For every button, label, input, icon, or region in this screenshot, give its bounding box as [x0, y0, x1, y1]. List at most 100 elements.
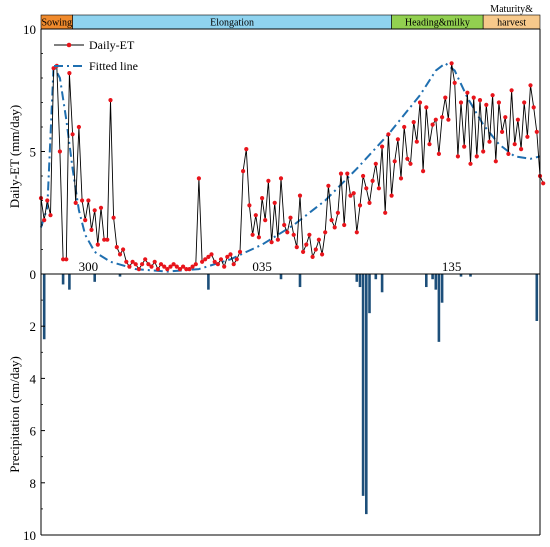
- daily-et-point: [83, 218, 88, 223]
- legend-et-marker: [66, 42, 72, 48]
- daily-et-point: [117, 252, 123, 257]
- daily-et-point: [515, 117, 521, 122]
- daily-et-point: [335, 210, 340, 215]
- daily-et-point: [503, 115, 508, 120]
- daily-et-point: [468, 161, 473, 166]
- daily-et-point: [278, 176, 284, 181]
- daily-et-point: [48, 213, 53, 218]
- precipitation-bar: [68, 274, 71, 290]
- daily-et-point: [458, 100, 464, 105]
- daily-et-line: [40, 62, 544, 270]
- precipitation-bar: [368, 274, 371, 314]
- daily-et-point: [218, 257, 224, 262]
- precipitation-bar: [434, 274, 438, 290]
- daily-et-point: [190, 264, 195, 269]
- daily-et-point: [402, 124, 407, 130]
- daily-et-point: [282, 222, 287, 228]
- daily-et-point: [215, 262, 220, 267]
- daily-et-point: [225, 254, 230, 259]
- daily-et-point: [370, 178, 375, 183]
- daily-et-point: [500, 129, 505, 134]
- daily-et-point: [392, 159, 397, 164]
- daily-et-point: [45, 198, 50, 203]
- daily-et-point: [127, 264, 132, 269]
- daily-et-point: [206, 254, 211, 259]
- daily-et-point: [345, 171, 350, 176]
- daily-et-point: [98, 205, 104, 210]
- daily-et-point: [256, 235, 261, 240]
- daily-et-point: [105, 237, 110, 242]
- daily-et-point: [373, 161, 378, 166]
- precipitation-bar: [459, 274, 463, 277]
- daily-et-point: [155, 267, 160, 272]
- daily-et-point: [449, 61, 454, 66]
- daily-et-point: [187, 267, 192, 272]
- stage-label: Sowing: [42, 18, 73, 29]
- daily-et-point: [51, 66, 56, 71]
- stage-label-prefix: Maturity&: [490, 4, 533, 15]
- daily-et-point: [462, 144, 467, 149]
- precipitation-bar: [425, 274, 428, 288]
- precipitation-bar: [93, 274, 96, 282]
- daily-et-point: [361, 173, 366, 179]
- legend: Daily-ET Fitted line: [54, 38, 138, 73]
- daily-et-point: [291, 232, 296, 237]
- daily-et-point: [452, 80, 457, 85]
- daily-et-point: [92, 208, 97, 213]
- daily-et-point: [474, 154, 479, 159]
- daily-et-point: [146, 262, 151, 267]
- daily-et-point: [348, 193, 353, 198]
- daily-et-point: [433, 117, 438, 122]
- daily-et-point: [477, 98, 483, 103]
- daily-et-point: [260, 196, 265, 201]
- et-y-tick-label: 5: [30, 145, 37, 160]
- daily-et-point: [237, 249, 243, 254]
- daily-et-point: [250, 232, 255, 237]
- precip-y-tick-label: 8: [30, 476, 37, 491]
- precipitation-bar: [440, 274, 444, 303]
- daily-et-point: [531, 105, 536, 110]
- precip-y-tick-label: 6: [30, 424, 37, 439]
- daily-et-point: [405, 156, 410, 161]
- daily-et-point: [177, 267, 183, 272]
- daily-et-point: [168, 264, 173, 269]
- daily-et-point: [506, 151, 511, 156]
- daily-et-point: [130, 259, 135, 264]
- daily-et-point: [380, 144, 385, 149]
- daily-et-point: [86, 198, 91, 203]
- precipitation-bar: [118, 274, 122, 277]
- daily-et-point: [414, 139, 419, 144]
- daily-et-point: [184, 267, 189, 272]
- daily-et-point: [95, 242, 100, 247]
- daily-et-point: [509, 88, 514, 93]
- daily-et-point: [171, 262, 176, 267]
- daily-et-point: [57, 149, 63, 154]
- daily-et-point: [512, 142, 517, 147]
- precipitation-bar: [358, 274, 362, 288]
- daily-et-point: [351, 191, 356, 196]
- growth-stage-bar: Sowing Elongation Heading&milky harvest Matu…: [40, 4, 541, 30]
- stage-label: Heading&milky: [405, 18, 470, 29]
- daily-et-point: [320, 252, 325, 257]
- daily-et-point: [376, 186, 381, 191]
- x-tick-label: 135: [442, 259, 462, 274]
- precipitation-bar: [365, 274, 368, 515]
- precip-y-tick-label: 4: [30, 371, 37, 386]
- daily-et-point: [89, 227, 94, 232]
- fitted-line-series: [40, 62, 541, 273]
- axis-labels: 5 10 0 2 4 6 8 10 300 035 135 Daily-ET (mm/day) Prec…: [7, 22, 461, 543]
- daily-et-point: [149, 264, 154, 269]
- daily-et-point: [102, 237, 107, 242]
- daily-et-point: [174, 264, 179, 269]
- daily-et-point: [76, 124, 81, 130]
- daily-et-point: [519, 147, 524, 152]
- legend-fit-label: Fitted line: [89, 59, 138, 73]
- daily-et-point: [203, 257, 208, 262]
- daily-et-point: [124, 259, 129, 264]
- daily-et-point: [228, 252, 233, 257]
- daily-et-point: [275, 237, 280, 242]
- precip-y-tick-label: 0: [30, 267, 37, 282]
- daily-et-point: [222, 264, 227, 269]
- precipitation-bar: [279, 274, 283, 280]
- precipitation-bar: [469, 274, 472, 277]
